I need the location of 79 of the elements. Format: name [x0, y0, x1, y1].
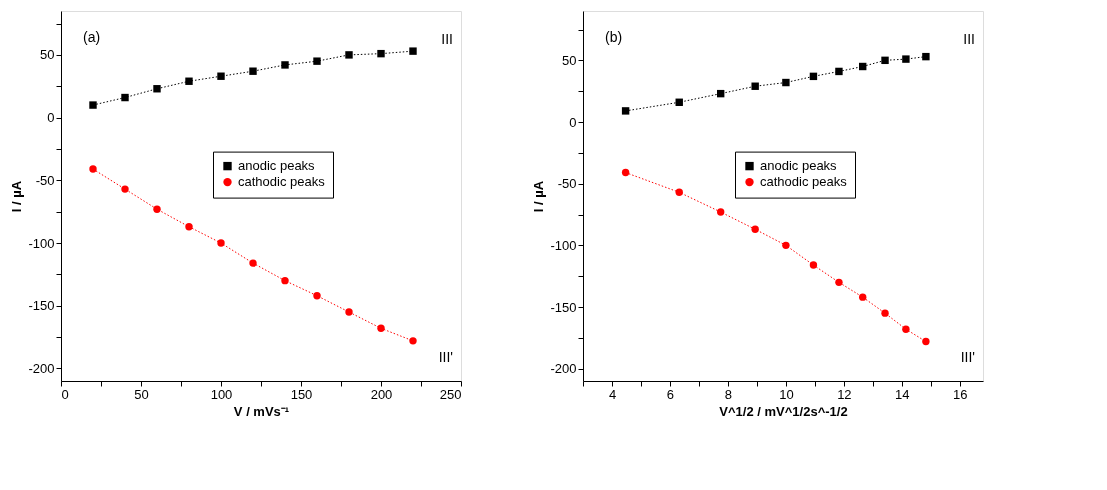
annotation: (b): [605, 29, 623, 45]
x-tick-label: 10: [779, 386, 794, 402]
point: [345, 51, 353, 59]
point: [89, 165, 97, 173]
point: [809, 261, 818, 269]
point: [922, 337, 930, 346]
x-tick-label: 4: [608, 386, 617, 402]
x-tick-label: 50: [134, 386, 149, 402]
point: [835, 278, 843, 287]
x-tick-label: 150: [290, 386, 313, 402]
y-tick-label: 50: [40, 47, 55, 63]
y-axis-title: I / µA: [531, 180, 547, 213]
point: [881, 56, 889, 65]
point: [751, 225, 759, 233]
point: [89, 101, 97, 109]
x-axis-title: V^1/2 / mV^1/2s^-1/2: [719, 403, 848, 419]
point: [675, 188, 683, 196]
point: [281, 61, 289, 69]
y-tick-label: -50: [35, 172, 55, 188]
x-tick-label: 200: [370, 386, 393, 402]
point: [902, 55, 910, 63]
point: [621, 107, 630, 115]
y-tick-label: -150: [28, 298, 55, 314]
annotation: III': [960, 349, 975, 365]
y-tick-label: -50: [557, 176, 577, 192]
point: [185, 77, 193, 85]
x-tick-label: 8: [724, 386, 733, 402]
x-tick-label: 12: [837, 386, 852, 402]
point: [377, 49, 385, 58]
annotation: III: [963, 31, 975, 47]
y-tick-label: -150: [550, 299, 577, 315]
x-axis-title: V / mVs⁻¹: [233, 403, 290, 419]
point: [782, 78, 790, 87]
point: [249, 259, 257, 267]
point: [716, 208, 725, 216]
x-tick-label: 14: [895, 386, 910, 402]
point: [751, 82, 759, 90]
point: [313, 292, 321, 300]
point: [859, 293, 867, 301]
y-tick-label: -200: [550, 361, 577, 377]
y-tick-label: -100: [550, 237, 577, 253]
point: [121, 185, 129, 193]
legend-label: cathodic peaks: [238, 174, 326, 190]
point: [377, 324, 385, 333]
annotation: III': [438, 349, 453, 365]
point: [881, 309, 889, 317]
y-tick-label: 50: [562, 52, 577, 68]
x-tick-label: 100: [210, 386, 233, 402]
point: [922, 52, 930, 61]
point: [217, 72, 225, 80]
annotation: III: [441, 31, 453, 47]
x-tick-label: 250: [439, 386, 462, 402]
point: [782, 241, 790, 250]
y-tick-label: 0: [47, 110, 55, 126]
point: [345, 308, 353, 316]
y-tick-label: -100: [28, 235, 55, 251]
point: [409, 337, 417, 345]
x-tick-label: 16: [953, 386, 968, 402]
y-axis-title: I / µA: [9, 180, 25, 213]
point: [121, 93, 129, 102]
point: [835, 67, 843, 76]
point: [217, 239, 225, 247]
point: [249, 67, 257, 75]
x-tick-label: 6: [666, 386, 675, 402]
x-tick-label: 0: [61, 386, 69, 402]
point: [902, 325, 910, 333]
legend-label: anodic peaks: [760, 158, 838, 174]
point: [313, 57, 321, 65]
annotation: (a): [83, 29, 101, 45]
y-tick-label: 0: [569, 114, 577, 130]
point: [281, 276, 289, 285]
point: [153, 205, 161, 213]
point: [621, 168, 630, 177]
legend-label: cathodic peaks: [760, 174, 848, 190]
point: [409, 47, 417, 55]
point: [185, 223, 193, 231]
y-tick-label: -200: [28, 360, 55, 376]
point: [153, 85, 161, 93]
legend-label: anodic peaks: [238, 158, 316, 174]
